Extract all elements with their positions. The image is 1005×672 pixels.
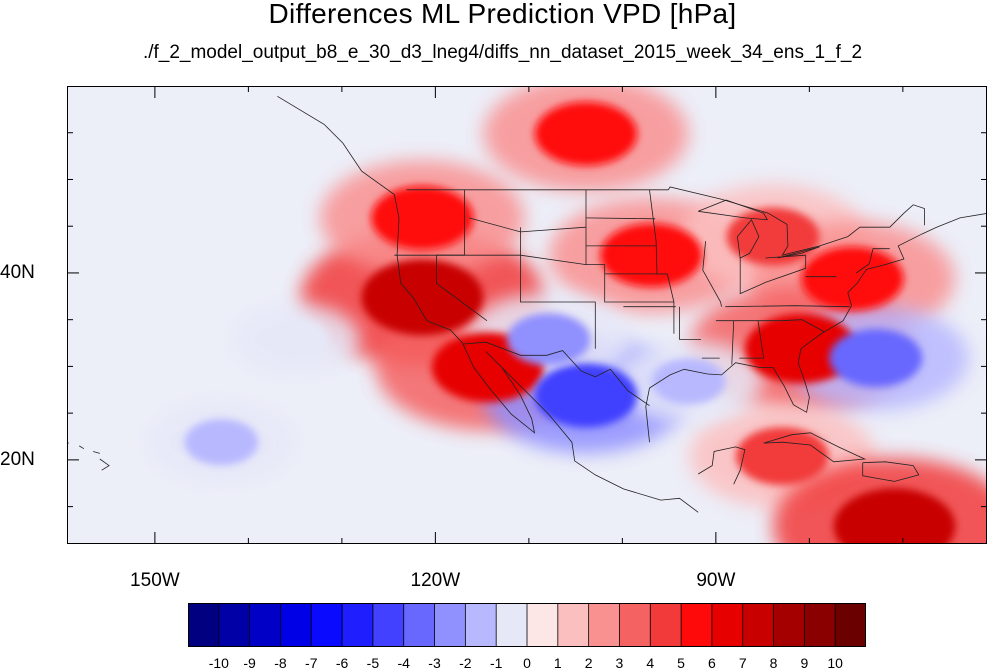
coastline-layer: [68, 95, 986, 513]
chart-subtitle: ./f_2_model_output_b8_e_30_d3_lneg4/diff…: [142, 42, 863, 63]
colorbar-label: 10: [827, 655, 843, 671]
boundary-line: [777, 246, 820, 259]
colorbar-label: 2: [584, 655, 593, 671]
region-core: [371, 185, 474, 250]
colorbar-box: [680, 603, 713, 647]
y-tick-label: 20N: [0, 448, 35, 470]
colorbar-box: [372, 603, 405, 647]
colorbar-label: -10: [208, 655, 229, 671]
colorbar-box: [495, 603, 528, 647]
boundary-line: [520, 227, 596, 349]
boundary-line: [463, 341, 650, 407]
field-layer: [147, 87, 986, 543]
region-core: [833, 488, 956, 543]
colorbar-label: 9: [800, 655, 809, 671]
boundary-line: [585, 217, 656, 220]
region-core: [534, 101, 638, 166]
boundary-line: [468, 217, 587, 233]
colorbar-label: -4: [397, 655, 410, 671]
colorbar-box: [249, 603, 282, 647]
y-tick-label: 40N: [0, 261, 35, 283]
colorbar-box: [773, 603, 806, 647]
boundary-line: [765, 254, 806, 259]
difference-heatmap: [68, 87, 986, 543]
boundary-line: [394, 254, 587, 265]
colorbar-box: [310, 603, 343, 647]
boundary-line: [715, 319, 825, 333]
region-core: [264, 319, 329, 360]
boundary-line: [702, 241, 722, 307]
boundary-line: [78, 445, 85, 450]
x-tick-label: 120W: [410, 570, 461, 591]
colorbar-box: [803, 603, 837, 647]
colorbar-label: -5: [366, 655, 380, 671]
colorbar-box: [834, 603, 866, 647]
colorbar-box: [557, 603, 590, 647]
colorbar-labels: -10 -9 -8 -7 -6 -5 -4 -3 -2 -1 0 1 2 3 4 5 6 7 8 9 10: [0, 655, 1005, 672]
colorbar-label: -8: [274, 655, 287, 671]
colorbar-box: [526, 603, 559, 647]
colorbar-label: -7: [305, 655, 318, 671]
boundary-line: [68, 442, 69, 444]
boundary-line: [99, 458, 110, 471]
boundary-line: [645, 213, 986, 443]
boundary-line: [736, 218, 760, 259]
region-core: [652, 358, 726, 405]
colorbar-box: [218, 603, 251, 647]
colorbar-label: 4: [646, 655, 655, 671]
colorbar-box: [188, 603, 220, 647]
region-core: [801, 246, 904, 311]
boundary-line: [93, 451, 100, 454]
colorbar-label: 7: [738, 655, 747, 671]
colorbar-box: [742, 603, 775, 647]
colorbar-box: [711, 603, 744, 647]
colorbar-box: [619, 603, 652, 647]
colorbar-label: 1: [553, 655, 562, 671]
region-core: [735, 427, 829, 486]
region-core: [506, 313, 591, 366]
colorbar-label: 0: [523, 655, 531, 671]
boundary-line: [406, 186, 925, 256]
colorbar-box: [403, 603, 436, 647]
colorbar-label: -3: [428, 655, 441, 671]
colorbar-label: 6: [708, 655, 716, 671]
boundary-line: [855, 248, 890, 274]
colorbar-label: -1: [489, 655, 503, 671]
colorbar-box: [464, 603, 498, 647]
colorbar: [188, 603, 866, 647]
chart-title: Differences ML Prediction VPD [hPa]: [268, 0, 737, 29]
colorbar-box: [588, 603, 621, 647]
boundary-line: [731, 320, 735, 365]
region-core: [361, 259, 484, 336]
colorbar-label: 5: [677, 655, 685, 671]
boundary-line: [585, 189, 675, 334]
boundary-line: [725, 305, 850, 308]
colorbar-box: [341, 603, 374, 647]
boundary-line: [763, 432, 867, 463]
x-tick-label: 90W: [696, 570, 736, 591]
colorbar-box: [434, 603, 467, 647]
colorbar-label: -9: [243, 655, 256, 671]
region-core: [184, 419, 259, 466]
region-core: [534, 363, 638, 428]
map-plot-area: [67, 86, 987, 544]
colorbar-label: 8: [769, 655, 778, 671]
region-core: [829, 329, 923, 388]
region-core: [600, 223, 703, 288]
boundary-line: [862, 461, 920, 482]
colorbar-label: 3: [615, 655, 624, 671]
colorbar-label: -6: [335, 655, 349, 671]
boundary-line: [739, 255, 807, 295]
boundary-line: [698, 199, 769, 221]
x-tick-label: 150W: [130, 570, 180, 591]
colorbar-box: [649, 603, 682, 647]
boundary-line: [277, 95, 699, 513]
colorbar-box: [280, 603, 313, 647]
colorbar-outline: [188, 603, 866, 647]
boundary-line: [679, 306, 701, 340]
boundary-line: [739, 320, 765, 359]
boundary-line: [697, 446, 746, 485]
colorbar-label: -2: [459, 655, 472, 671]
